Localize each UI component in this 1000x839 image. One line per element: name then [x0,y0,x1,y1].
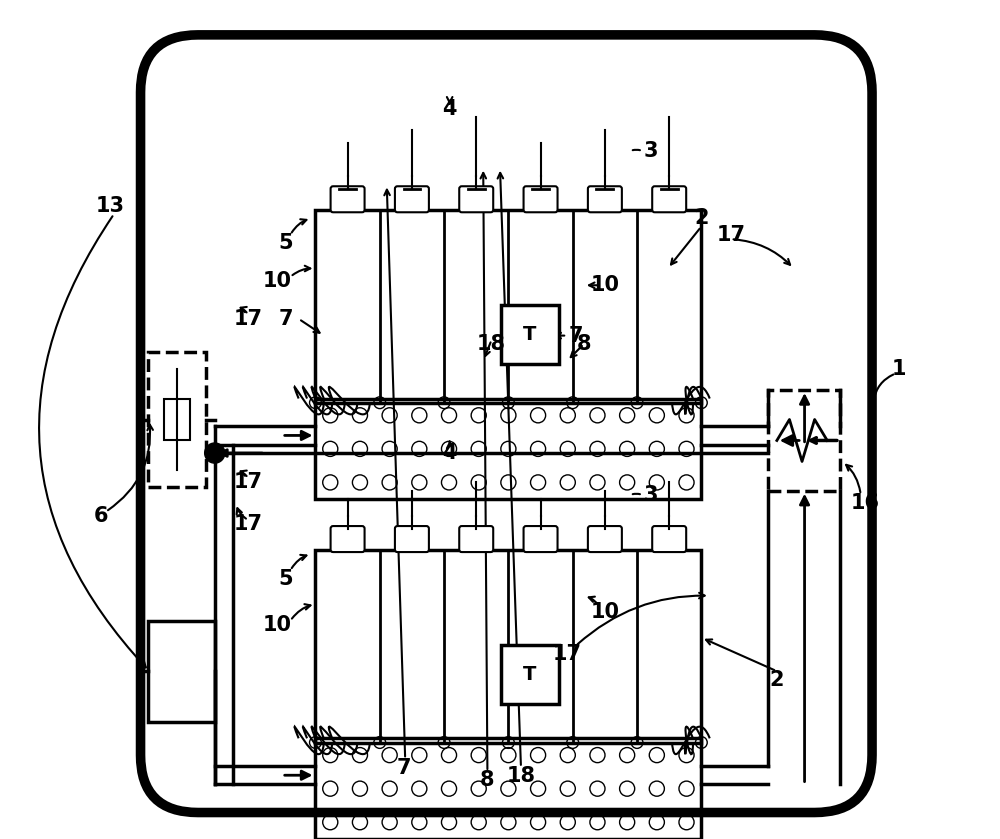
Text: 4: 4 [442,99,457,119]
Text: 10: 10 [263,271,292,291]
Text: 17: 17 [553,644,582,664]
Text: 10: 10 [590,602,619,623]
FancyBboxPatch shape [524,526,558,552]
Bar [315,210,701,403]
Text: T: T [523,326,537,344]
Text: 10: 10 [263,615,292,635]
FancyBboxPatch shape [588,186,622,212]
Text: 8: 8 [480,770,495,790]
FancyBboxPatch shape [395,186,429,212]
Text: 2: 2 [770,670,784,690]
FancyBboxPatch shape [588,526,622,552]
Text: 3: 3 [644,485,658,505]
FancyBboxPatch shape [395,526,429,552]
Text: 7: 7 [279,309,293,329]
Text: 13: 13 [95,195,124,216]
Bar [501,645,559,704]
Text: 4: 4 [442,443,457,463]
Text: 3: 3 [644,141,658,161]
Text: 17: 17 [234,514,263,534]
FancyBboxPatch shape [331,186,365,212]
Bar [315,738,701,839]
Text: 8: 8 [577,334,591,354]
FancyBboxPatch shape [459,186,493,212]
Text: 17: 17 [716,225,745,245]
FancyBboxPatch shape [331,526,365,552]
Text: 16: 16 [850,493,879,513]
Text: 1: 1 [891,359,906,379]
Text: 17: 17 [234,309,263,329]
Text: 5: 5 [279,569,293,589]
Bar [148,352,206,487]
Bar [315,550,701,743]
Bar [501,305,559,364]
Text: 6: 6 [94,506,109,526]
Text: T: T [523,665,537,684]
Text: 18: 18 [477,334,506,354]
Bar [148,621,215,722]
Bar [315,399,701,499]
FancyBboxPatch shape [652,526,686,552]
Text: 7: 7 [568,326,583,346]
Text: 5: 5 [279,233,293,253]
FancyBboxPatch shape [524,186,558,212]
Circle shape [205,443,225,463]
Bar [768,390,840,491]
Text: 2: 2 [694,208,709,228]
Text: 17: 17 [234,472,263,492]
Text: 7: 7 [396,758,411,778]
FancyBboxPatch shape [652,186,686,212]
Text: 10: 10 [590,275,619,295]
Bar [164,399,190,440]
Text: 18: 18 [506,766,535,786]
FancyBboxPatch shape [459,526,493,552]
